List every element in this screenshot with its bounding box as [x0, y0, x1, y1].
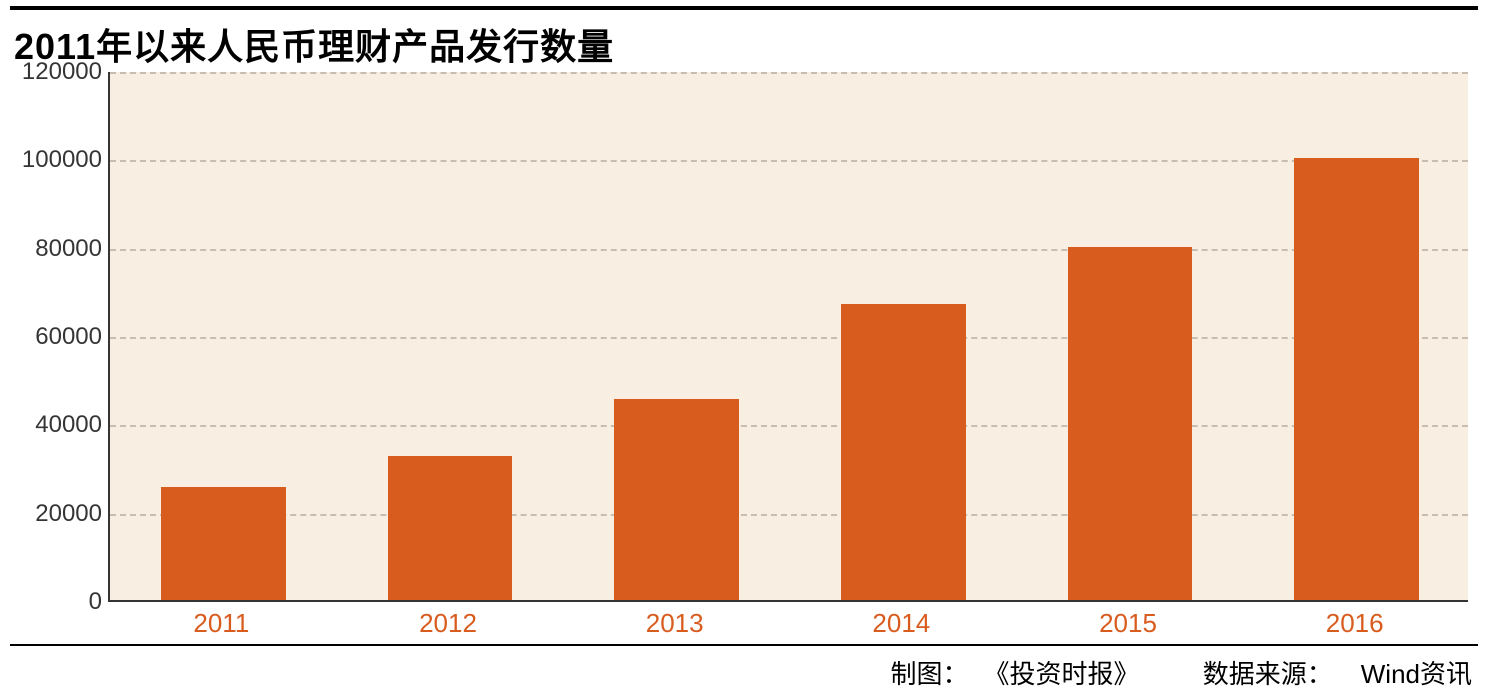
y-tick-label: 40000	[12, 411, 102, 439]
bar	[161, 487, 286, 600]
grid-line	[110, 72, 1468, 74]
y-tick-label: 100000	[12, 146, 102, 174]
y-tick-label: 20000	[12, 500, 102, 528]
chart-footer: 制图：《投资时报》 数据来源：Wind资讯	[834, 654, 1472, 691]
bar	[388, 456, 513, 600]
plot-area	[108, 72, 1468, 602]
bar	[841, 304, 966, 600]
y-tick-label: 120000	[12, 58, 102, 86]
source-text: 数据来源：Wind资讯	[1175, 659, 1472, 689]
chart-title: 2011年以来人民币理财产品发行数量	[14, 18, 614, 70]
x-tick-label: 2013	[646, 608, 704, 639]
grid-line	[110, 249, 1468, 251]
bar	[614, 399, 739, 600]
chart-container: 2011年以来人民币理财产品发行数量 制图：《投资时报》 数据来源：Wind资讯…	[0, 0, 1488, 694]
grid-line	[110, 160, 1468, 162]
top-rule	[10, 6, 1478, 10]
grid-line	[110, 337, 1468, 339]
x-tick-label: 2012	[419, 608, 477, 639]
bottom-rule	[10, 644, 1478, 646]
x-tick-label: 2011	[193, 608, 249, 639]
grid-line	[110, 514, 1468, 516]
y-tick-label: 60000	[12, 323, 102, 351]
x-tick-label: 2016	[1326, 608, 1384, 639]
x-tick-label: 2015	[1099, 608, 1157, 639]
y-tick-label: 80000	[12, 235, 102, 263]
bar	[1068, 247, 1193, 600]
grid-line	[110, 425, 1468, 427]
credit-text: 制图：《投资时报》	[862, 659, 1139, 689]
y-tick-label: 0	[12, 588, 102, 616]
bar	[1294, 158, 1419, 600]
x-tick-label: 2014	[872, 608, 930, 639]
